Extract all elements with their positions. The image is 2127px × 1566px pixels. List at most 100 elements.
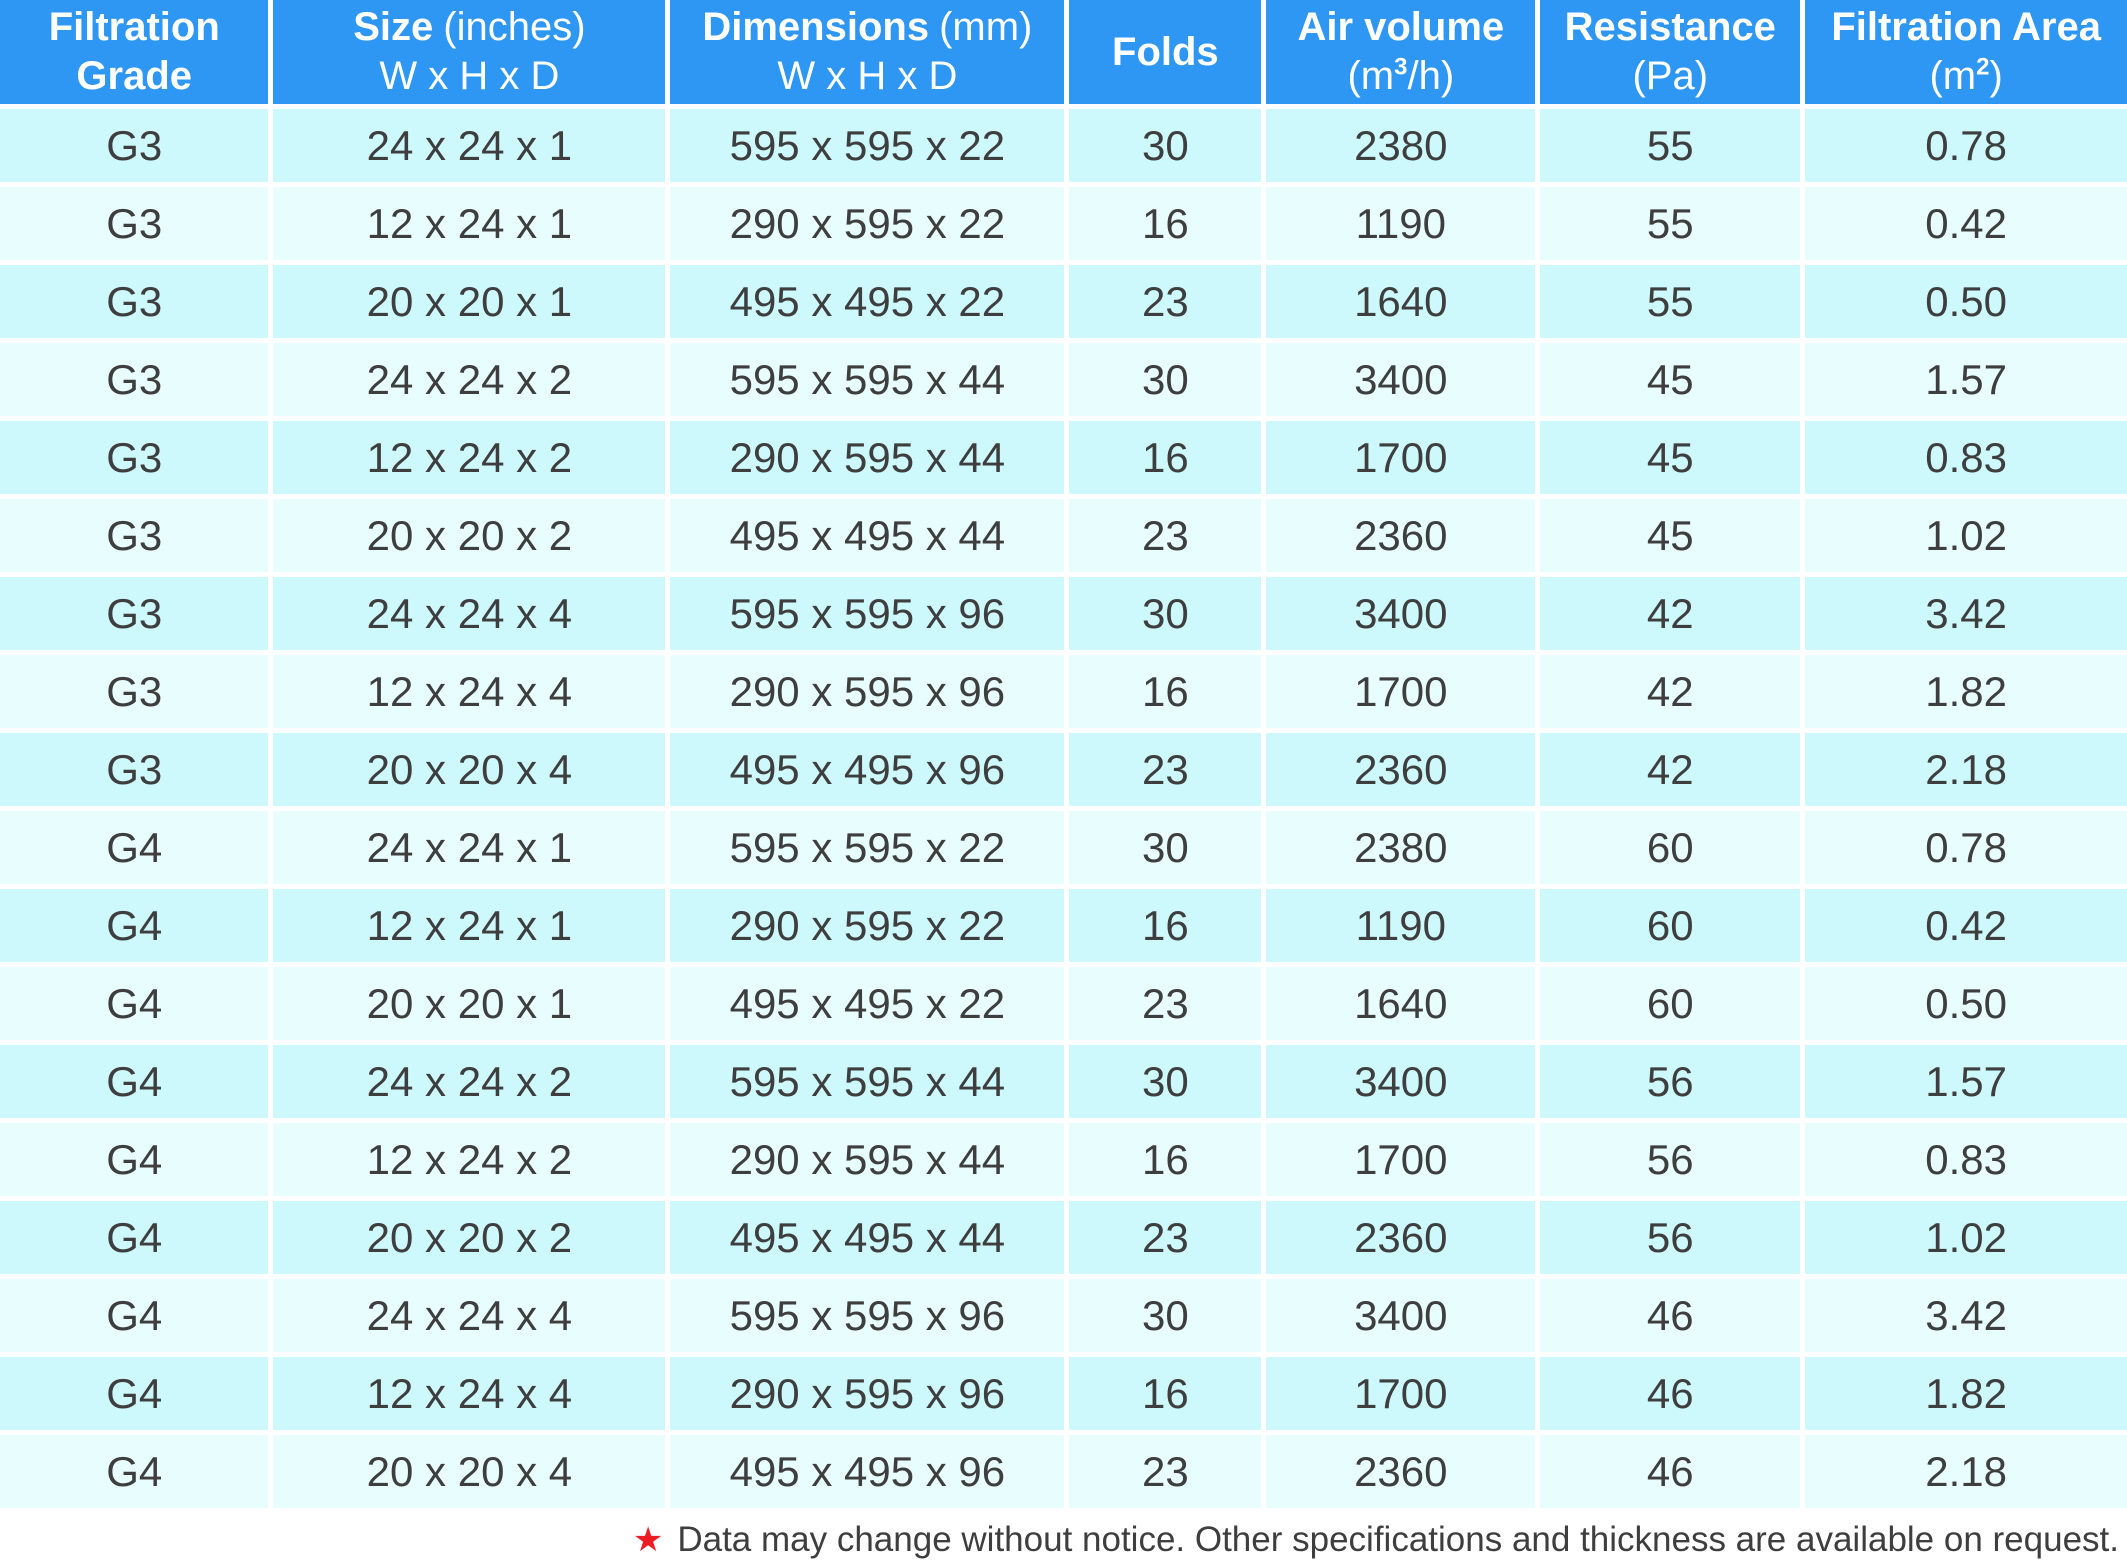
cell-size: 12 x 24 x 4 bbox=[268, 1352, 671, 1435]
cell-folds: 23 bbox=[1064, 1430, 1267, 1513]
cell-grade: G3 bbox=[0, 104, 274, 187]
cell-area: 2.18 bbox=[1800, 728, 2127, 811]
cell-folds: 16 bbox=[1064, 416, 1267, 499]
footnote: ★ Data may change without notice. Other … bbox=[0, 1513, 2127, 1566]
cell-air-volume: 2380 bbox=[1261, 104, 1541, 187]
cell-dimensions: 290 x 595 x 44 bbox=[665, 416, 1070, 499]
cell-folds: 30 bbox=[1064, 572, 1267, 655]
cell-size: 20 x 20 x 2 bbox=[268, 494, 671, 577]
cell-dimensions: 595 x 595 x 22 bbox=[665, 806, 1070, 889]
cell-resistance: 46 bbox=[1535, 1430, 1806, 1513]
cell-size: 20 x 20 x 1 bbox=[268, 962, 671, 1045]
cell-dimensions: 595 x 595 x 22 bbox=[665, 104, 1070, 187]
cell-grade: G3 bbox=[0, 338, 274, 421]
cell-dimensions: 495 x 495 x 44 bbox=[665, 1196, 1070, 1279]
table-row: G3 20 x 20 x 2 495 x 495 x 44 23 2360 45 1.02 bbox=[0, 494, 2127, 577]
table-body: G3 24 x 24 x 1 595 x 595 x 22 30 2380 55 0.78 G… bbox=[0, 104, 2127, 1513]
cell-dimensions: 495 x 495 x 44 bbox=[665, 494, 1070, 577]
cell-dimensions: 290 x 595 x 22 bbox=[665, 182, 1070, 265]
cell-folds: 23 bbox=[1064, 728, 1267, 811]
cell-folds: 16 bbox=[1064, 1352, 1267, 1435]
cell-area: 1.82 bbox=[1800, 650, 2127, 733]
cell-size: 20 x 20 x 2 bbox=[268, 1196, 671, 1279]
table-row: G4 12 x 24 x 2 290 x 595 x 44 16 1700 56 0.83 bbox=[0, 1118, 2127, 1201]
cell-area: 1.02 bbox=[1800, 494, 2127, 577]
cell-resistance: 60 bbox=[1535, 962, 1806, 1045]
cell-resistance: 56 bbox=[1535, 1118, 1806, 1201]
cell-area: 0.83 bbox=[1800, 1118, 2127, 1201]
header-line1: Air volume bbox=[1297, 5, 1505, 50]
header-line1: Resistance bbox=[1564, 5, 1776, 50]
cell-dimensions: 595 x 595 x 44 bbox=[665, 1040, 1070, 1123]
cell-air-volume: 2360 bbox=[1261, 728, 1541, 811]
cell-area: 0.78 bbox=[1800, 806, 2127, 889]
cell-folds: 30 bbox=[1064, 338, 1267, 421]
header-line1: Filtration Area bbox=[1831, 5, 2101, 50]
header-line2: Grade bbox=[76, 54, 193, 98]
cell-air-volume: 3400 bbox=[1261, 572, 1541, 655]
cell-area: 0.42 bbox=[1800, 884, 2127, 967]
table-row: G4 24 x 24 x 1 595 x 595 x 22 30 2380 60 0.78 bbox=[0, 806, 2127, 889]
cell-size: 20 x 20 x 4 bbox=[268, 728, 671, 811]
cell-folds: 30 bbox=[1064, 104, 1267, 187]
cell-air-volume: 3400 bbox=[1261, 338, 1541, 421]
cell-size: 20 x 20 x 1 bbox=[268, 260, 671, 343]
cell-resistance: 45 bbox=[1535, 338, 1806, 421]
cell-size: 24 x 24 x 4 bbox=[268, 572, 671, 655]
cell-resistance: 60 bbox=[1535, 884, 1806, 967]
table-row: G4 20 x 20 x 4 495 x 495 x 96 23 2360 46 2.18 bbox=[0, 1430, 2127, 1513]
table-header: Filtration Grade Size (inches) W x H x D … bbox=[0, 0, 2127, 109]
col-header-size: Size (inches) W x H x D bbox=[268, 0, 671, 109]
cell-area: 0.78 bbox=[1800, 104, 2127, 187]
cell-resistance: 56 bbox=[1535, 1040, 1806, 1123]
cell-resistance: 56 bbox=[1535, 1196, 1806, 1279]
table-row: G3 24 x 24 x 2 595 x 595 x 44 30 3400 45 1.57 bbox=[0, 338, 2127, 421]
cell-resistance: 45 bbox=[1535, 494, 1806, 577]
cell-area: 3.42 bbox=[1800, 572, 2127, 655]
table-row: G3 12 x 24 x 2 290 x 595 x 44 16 1700 45 0.83 bbox=[0, 416, 2127, 499]
table-row: G4 12 x 24 x 1 290 x 595 x 22 16 1190 60 0.42 bbox=[0, 884, 2127, 967]
cell-size: 24 x 24 x 4 bbox=[268, 1274, 671, 1357]
cell-folds: 30 bbox=[1064, 1040, 1267, 1123]
cell-resistance: 46 bbox=[1535, 1274, 1806, 1357]
cell-dimensions: 495 x 495 x 22 bbox=[665, 962, 1070, 1045]
cell-resistance: 42 bbox=[1535, 572, 1806, 655]
cell-size: 24 x 24 x 2 bbox=[268, 1040, 671, 1123]
cell-grade: G3 bbox=[0, 182, 274, 265]
header-row: Filtration Grade Size (inches) W x H x D … bbox=[0, 0, 2127, 109]
cell-air-volume: 3400 bbox=[1261, 1040, 1541, 1123]
cell-air-volume: 2360 bbox=[1261, 494, 1541, 577]
cell-grade: G4 bbox=[0, 1430, 274, 1513]
header-unit: (m3/h) bbox=[1347, 53, 1455, 98]
cell-dimensions: 495 x 495 x 96 bbox=[665, 1430, 1070, 1513]
filter-spec-table: Filtration Grade Size (inches) W x H x D … bbox=[0, 0, 2127, 1513]
cell-grade: G4 bbox=[0, 806, 274, 889]
cell-air-volume: 1700 bbox=[1261, 416, 1541, 499]
cell-resistance: 55 bbox=[1535, 182, 1806, 265]
cell-air-volume: 3400 bbox=[1261, 1274, 1541, 1357]
cell-folds: 16 bbox=[1064, 884, 1267, 967]
col-header-folds: Folds bbox=[1064, 0, 1267, 109]
cell-dimensions: 595 x 595 x 96 bbox=[665, 572, 1070, 655]
col-header-resistance: Resistance (Pa) bbox=[1535, 0, 1806, 109]
cell-folds: 16 bbox=[1064, 650, 1267, 733]
header-unit: (Pa) bbox=[1632, 54, 1709, 98]
cell-grade: G4 bbox=[0, 1040, 274, 1123]
cell-area: 1.02 bbox=[1800, 1196, 2127, 1279]
cell-air-volume: 1190 bbox=[1261, 884, 1541, 967]
footnote-text: Data may change without notice. Other sp… bbox=[677, 1520, 2119, 1559]
header-unit: (m2) bbox=[1929, 53, 2003, 98]
header-line1: Folds bbox=[1112, 29, 1219, 74]
cell-folds: 16 bbox=[1064, 182, 1267, 265]
table-row: G4 20 x 20 x 2 495 x 495 x 44 23 2360 56 1.02 bbox=[0, 1196, 2127, 1279]
table-row: G3 12 x 24 x 4 290 x 595 x 96 16 1700 42 1.82 bbox=[0, 650, 2127, 733]
cell-grade: G3 bbox=[0, 572, 274, 655]
cell-area: 3.42 bbox=[1800, 1274, 2127, 1357]
cell-dimensions: 290 x 595 x 96 bbox=[665, 650, 1070, 733]
table-row: G3 24 x 24 x 4 595 x 595 x 96 30 3400 42 3.42 bbox=[0, 572, 2127, 655]
cell-air-volume: 1640 bbox=[1261, 260, 1541, 343]
cell-resistance: 55 bbox=[1535, 260, 1806, 343]
cell-area: 1.57 bbox=[1800, 1040, 2127, 1123]
header-line1: Dimensions (mm) bbox=[702, 5, 1033, 50]
cell-area: 0.50 bbox=[1800, 260, 2127, 343]
